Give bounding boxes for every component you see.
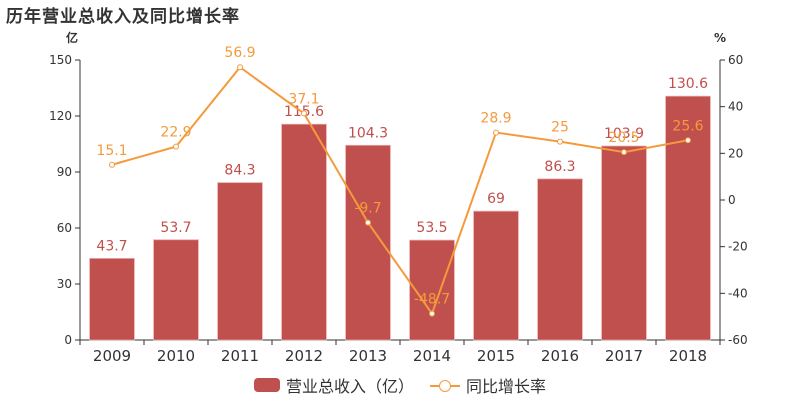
- bar-value-label: 53.5: [416, 220, 447, 236]
- growth-point[interactable]: [621, 149, 627, 156]
- line-value-label: 25: [551, 120, 569, 136]
- right-tick-label: 20: [728, 146, 743, 160]
- chart-title: 历年营业总收入及同比增长率: [6, 7, 240, 27]
- left-tick-label: 90: [57, 165, 72, 179]
- x-tick-label: 2012: [285, 347, 323, 365]
- growth-point[interactable]: [365, 219, 371, 226]
- x-tick-label: 2015: [477, 347, 515, 365]
- right-axis-unit: %: [714, 31, 726, 45]
- revenue-bar[interactable]: [537, 178, 583, 341]
- growth-point[interactable]: [237, 64, 243, 71]
- right-tick-label: 40: [728, 100, 743, 114]
- revenue-bar[interactable]: [281, 123, 327, 341]
- line-value-label: 28.9: [480, 111, 511, 127]
- line-value-label: 15.1: [96, 143, 127, 159]
- legend-label-revenue: 营业总收入（亿）: [285, 377, 414, 396]
- legend-label-growth: 同比增长率: [466, 377, 547, 396]
- bar-value-label: 104.3: [348, 125, 388, 141]
- bar-value-label: 103.9: [604, 126, 644, 142]
- revenue-bar[interactable]: [601, 145, 647, 341]
- line-value-label: -48.7: [414, 292, 450, 308]
- bar-value-label: 69: [487, 191, 505, 207]
- growth-point[interactable]: [493, 129, 499, 136]
- line-value-label: 20.5: [608, 130, 639, 146]
- legend-item-growth[interactable]: 同比增长率: [430, 373, 546, 397]
- x-tick-label: 2014: [413, 347, 451, 365]
- x-tick-label: 2011: [221, 347, 259, 365]
- x-tick-label: 2017: [605, 347, 643, 365]
- revenue-bar[interactable]: [153, 239, 199, 341]
- right-tick-label: 60: [728, 53, 743, 67]
- revenue-bar[interactable]: [217, 182, 263, 341]
- x-tick-label: 2016: [541, 347, 579, 365]
- growth-point[interactable]: [173, 143, 179, 150]
- revenue-bar[interactable]: [409, 239, 455, 341]
- left-tick-label: 30: [57, 277, 72, 291]
- revenue-bar[interactable]: [665, 95, 711, 341]
- left-tick-label: 150: [49, 53, 72, 67]
- growth-line: [111, 65, 689, 316]
- revenue-bar[interactable]: [89, 258, 135, 341]
- growth-point[interactable]: [557, 138, 563, 145]
- left-tick-label: 60: [57, 221, 72, 235]
- growth-point[interactable]: [301, 110, 307, 117]
- line-value-label: 37.1: [288, 91, 319, 107]
- growth-point[interactable]: [429, 310, 435, 317]
- line-value-label: 56.9: [224, 45, 255, 61]
- bar-value-label: 130.6: [668, 76, 708, 92]
- x-tick-label: 2013: [349, 347, 387, 365]
- line-value-label: 25.6: [672, 118, 703, 134]
- left-tick-label: 120: [49, 109, 72, 123]
- x-tick-label: 2009: [93, 347, 131, 365]
- bar-value-label: 84.3: [224, 163, 255, 179]
- right-tick-label: -20: [728, 240, 748, 254]
- right-tick-label: 0: [728, 193, 736, 207]
- right-tick-label: -40: [728, 286, 748, 300]
- bar-value-label: 43.7: [96, 238, 127, 254]
- line-value-label: -9.7: [354, 201, 381, 217]
- bar-value-label: 53.7: [160, 220, 191, 236]
- line-value-label: 22.9: [160, 125, 191, 141]
- revenue-bar[interactable]: [345, 144, 391, 341]
- legend: 营业总收入（亿） 同比增长率: [0, 373, 800, 397]
- left-tick-label: 0: [64, 333, 72, 347]
- right-tick-label: -60: [728, 333, 748, 347]
- bar-value-label: 86.3: [544, 159, 575, 175]
- x-tick-label: 2018: [669, 347, 707, 365]
- bar-swatch-icon: [253, 378, 280, 392]
- x-tick-label: 2010: [157, 347, 195, 365]
- growth-point[interactable]: [109, 161, 115, 168]
- line-marker-icon: [430, 378, 460, 392]
- legend-item-revenue[interactable]: 营业总收入（亿）: [253, 373, 414, 397]
- growth-point[interactable]: [685, 137, 691, 144]
- revenue-bar[interactable]: [473, 210, 519, 341]
- left-axis-unit: 亿: [66, 30, 78, 45]
